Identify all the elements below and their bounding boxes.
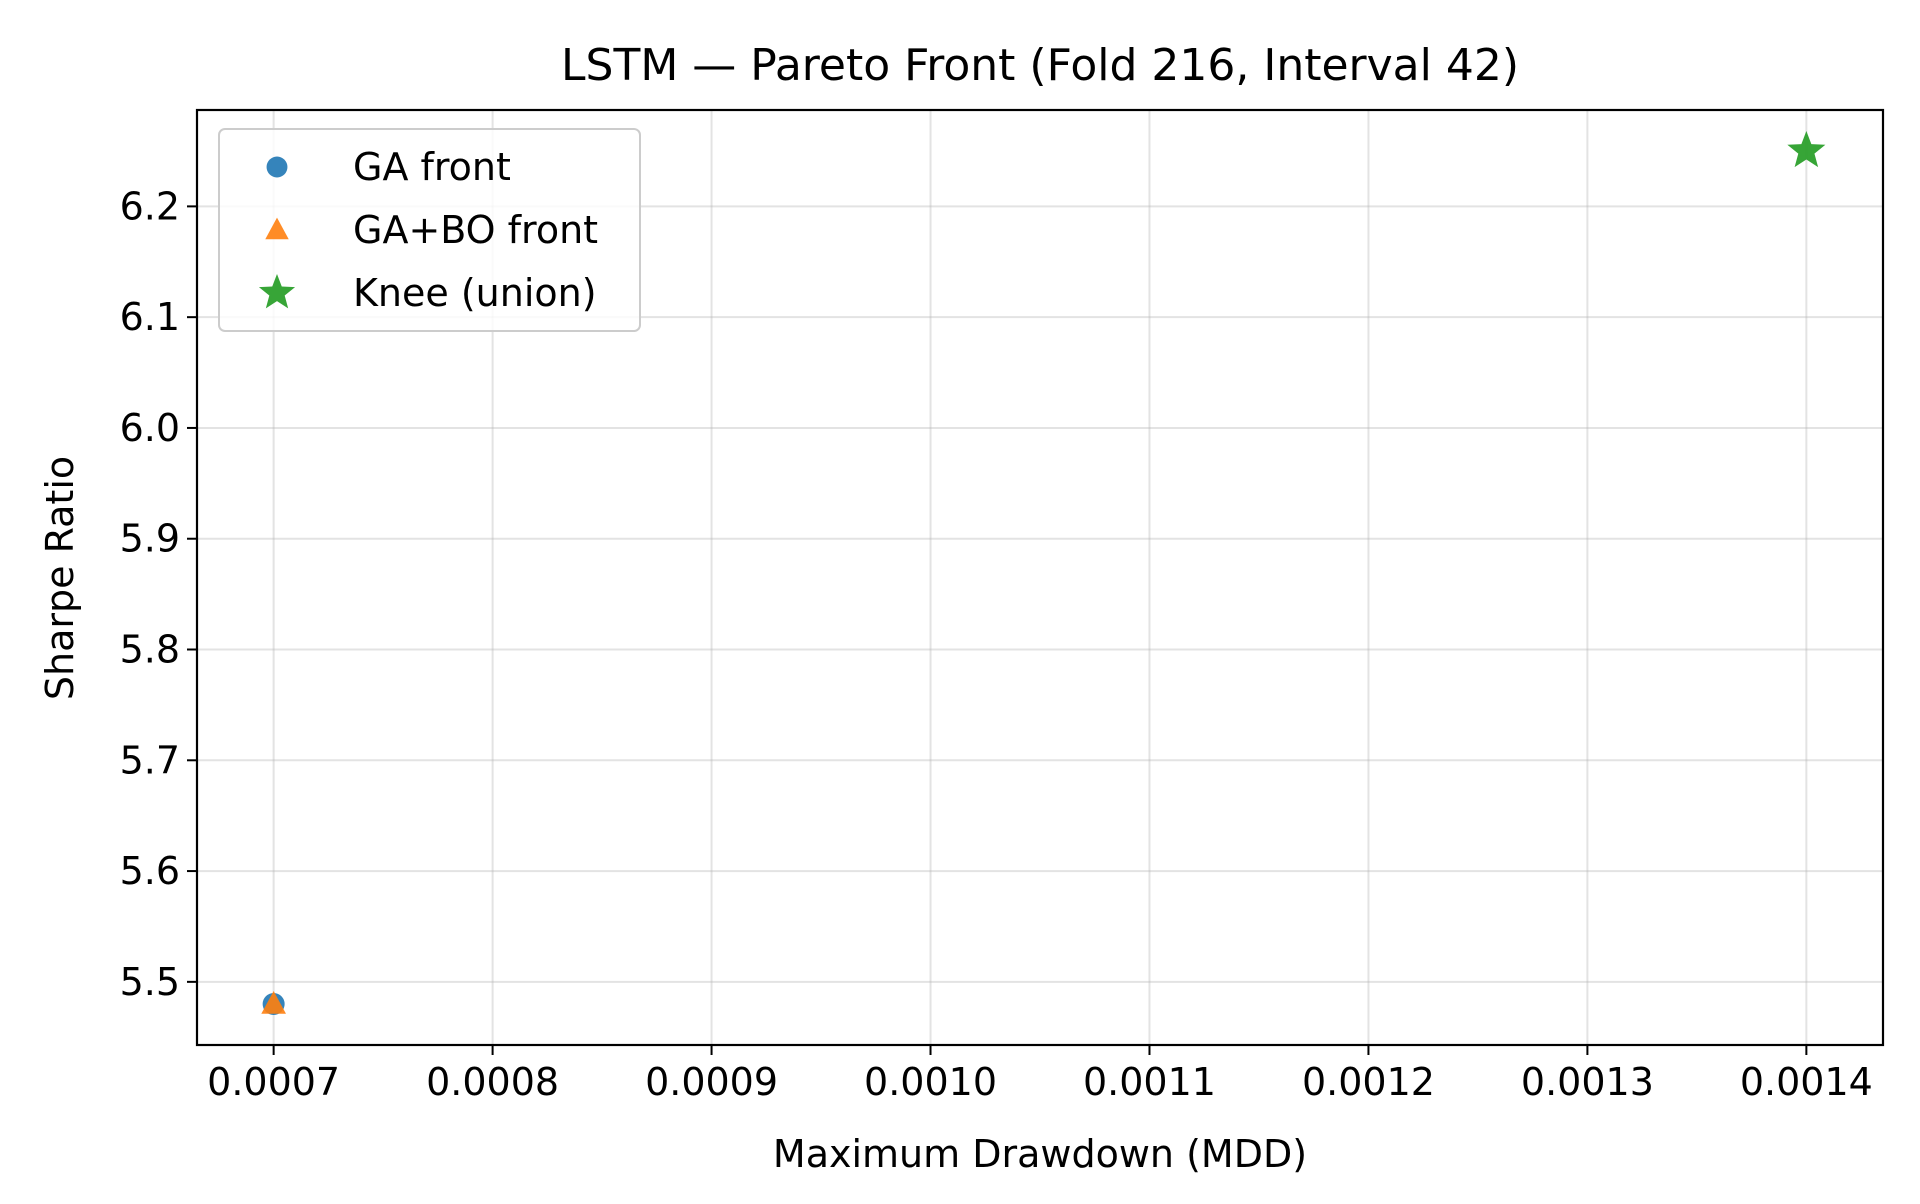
y-tick-label: 6.0	[120, 406, 180, 450]
data-point	[261, 991, 286, 1014]
y-tick-label: 6.1	[120, 295, 180, 339]
y-axis-ticks: 5.5 5.6 5.7 5.8 5.9 6.0 6.1 6.2	[120, 184, 197, 1004]
legend-marker	[258, 274, 296, 309]
grid-lines	[197, 110, 1883, 1045]
x-tick-label: 0.0013	[1521, 1060, 1654, 1104]
legend-label: GA front	[353, 145, 511, 189]
legend-marker	[266, 156, 288, 178]
plot-frame	[195, 108, 1885, 1047]
data-series	[261, 130, 1826, 1016]
x-tick-label: 0.0014	[1740, 1060, 1873, 1104]
x-axis-label: Maximum Drawdown (MDD)	[773, 1132, 1307, 1176]
data-point	[1787, 130, 1826, 168]
y-tick-label: 6.2	[120, 184, 180, 228]
x-tick-label: 0.0008	[426, 1060, 559, 1104]
x-tick-label: 0.0012	[1302, 1060, 1435, 1104]
x-tick-label: 0.0009	[645, 1060, 778, 1104]
legend: GA front GA+BO front Knee (union)	[218, 128, 641, 332]
x-axis-ticks: 0.0007 0.0008 0.0009 0.0010 0.0011 0.0012 0.00…	[207, 1045, 1873, 1104]
legend-label: GA+BO front	[353, 208, 598, 252]
x-tick-label: 0.0007	[207, 1060, 340, 1104]
y-tick-label: 5.5	[120, 960, 180, 1004]
chart-title: LSTM — Pareto Front (Fold 216, Interval …	[561, 40, 1519, 91]
legend-label: Knee (union)	[353, 271, 597, 315]
y-axis-label: Sharpe Ratio	[38, 456, 82, 700]
legend-frame	[218, 128, 641, 332]
x-tick-label: 0.0010	[864, 1060, 997, 1104]
legend-marker	[265, 217, 289, 240]
y-tick-label: 5.9	[120, 517, 180, 561]
x-tick-label: 0.0011	[1083, 1060, 1216, 1104]
y-tick-label: 5.8	[120, 628, 180, 672]
y-tick-label: 5.7	[120, 738, 180, 782]
y-tick-label: 5.6	[120, 849, 180, 893]
